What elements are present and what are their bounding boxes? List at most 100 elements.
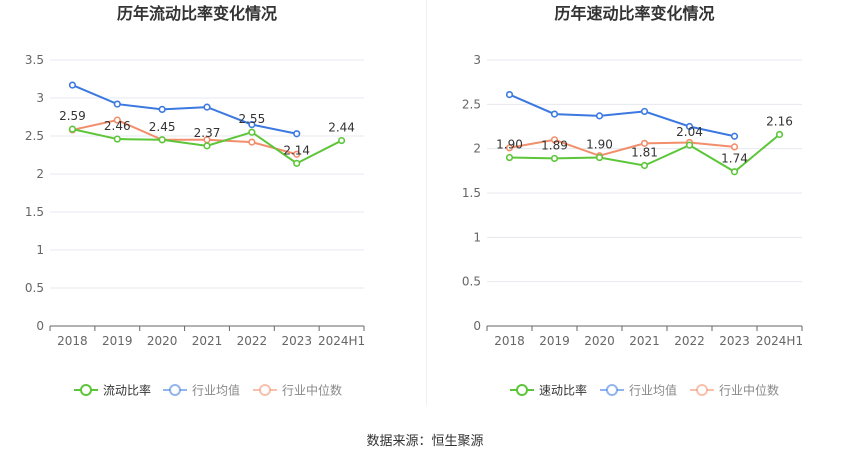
- data-label: 2.14: [283, 143, 310, 157]
- y-tick-label: 1.5: [25, 205, 44, 219]
- y-tick-label: 2: [473, 142, 481, 156]
- chart-divider: [426, 0, 427, 405]
- y-tick-label: 1: [473, 230, 481, 244]
- y-tick-label: 0.5: [25, 281, 44, 295]
- data-point: [775, 130, 784, 139]
- y-tick-label: 0.5: [462, 275, 481, 289]
- legend-label: 流动比率: [103, 383, 151, 398]
- x-tick-label: 2018: [57, 334, 88, 348]
- chart-title: 历年流动比率变化情况: [117, 4, 277, 23]
- quick-ratio-chart-svg: 历年速动比率变化情况 0 0.5 1 1.5 2 2.5 3 2018 2019 2020 2021 2…: [462, 4, 803, 398]
- quick-ratio-chart: 历年速动比率变化情况 0 0.5 1 1.5 2 2.5 3 2018 2019 2020 2021 2…: [427, 0, 850, 410]
- data-point: [293, 159, 301, 167]
- data-point: [640, 161, 649, 170]
- y-tick-label: 3: [36, 91, 44, 105]
- legend-label: 行业均值: [629, 383, 677, 398]
- data-point: [505, 90, 514, 99]
- data-label: 2.37: [194, 126, 221, 140]
- data-point: [730, 132, 739, 140]
- data-label: 2.46: [104, 119, 131, 133]
- data-label: 2.55: [238, 112, 265, 126]
- data-point: [505, 153, 514, 162]
- data-point: [730, 168, 739, 176]
- x-tick-label: 2022: [237, 334, 268, 348]
- data-point: [550, 136, 559, 144]
- x-tick-label: 2021: [192, 334, 223, 348]
- legend-marker-circle: [516, 384, 528, 396]
- data-point: [248, 120, 256, 129]
- data-label: 2.44: [328, 121, 355, 135]
- data-label: 2.45: [149, 120, 176, 134]
- y-tick-label: 3.5: [25, 53, 44, 67]
- legend-marker-circle: [80, 384, 92, 396]
- legend-marker-circle: [169, 384, 181, 396]
- data-point: [203, 103, 211, 111]
- current-ratio-chart: 历年流动比率变化情况 0 0.5 1 1.5 2 2.5 3 3.5 2018 2019 2020 20…: [0, 0, 425, 410]
- legend-marker-circle: [259, 384, 271, 396]
- legend-label: 行业中位数: [719, 383, 779, 398]
- chart-title: 历年速动比率变化情况: [554, 4, 714, 23]
- legend-marker-circle: [696, 384, 708, 396]
- data-label: 1.74: [721, 152, 748, 166]
- x-tick-label: 2020: [584, 334, 615, 348]
- x-tick-label: 2019: [102, 334, 133, 348]
- y-tick-label: 2: [36, 167, 44, 181]
- data-label: 2.16: [766, 114, 793, 128]
- data-point: [337, 136, 346, 145]
- data-label: 2.04: [676, 125, 703, 139]
- x-tick-label: 2022: [674, 334, 705, 348]
- y-tick-label: 0: [473, 319, 481, 333]
- legend-label: 行业均值: [192, 383, 240, 398]
- y-tick-label: 0: [36, 319, 44, 333]
- data-point: [68, 125, 77, 133]
- data-point: [113, 135, 121, 143]
- y-tick-label: 1.5: [462, 186, 481, 200]
- legend-marker-circle: [606, 384, 618, 396]
- data-label: 1.89: [541, 138, 568, 152]
- x-tick-label: 2021: [629, 334, 660, 348]
- y-tick-label: 2.5: [25, 129, 44, 143]
- legend-label: 速动比率: [539, 383, 587, 398]
- data-point: [505, 144, 514, 152]
- data-point: [113, 116, 121, 124]
- data-point: [68, 81, 77, 89]
- data-label: 1.81: [631, 146, 658, 160]
- x-tick-label: 2024H1: [756, 334, 803, 348]
- series-line-2: [72, 118, 297, 156]
- data-source-note: 数据来源：恒生聚源: [366, 434, 484, 449]
- x-tick-label: 2018: [494, 334, 525, 348]
- data-point: [595, 112, 604, 120]
- data-point: [248, 128, 256, 136]
- series-line-2: [509, 138, 735, 157]
- data-point: [685, 141, 694, 149]
- x-tick-label: 2024H1: [318, 334, 365, 348]
- current-ratio-chart-svg: 历年流动比率变化情况 0 0.5 1 1.5 2 2.5 3 3.5 2018 2019 2020 20…: [25, 4, 365, 398]
- data-point: [550, 154, 559, 163]
- data-point: [640, 107, 649, 116]
- data-label: 2.59: [59, 109, 86, 123]
- data-label: 1.90: [496, 138, 523, 152]
- y-tick-label: 1: [36, 243, 44, 257]
- y-tick-label: 2.5: [462, 97, 481, 111]
- data-point: [158, 105, 166, 113]
- data-point: [113, 100, 121, 108]
- x-tick-label: 2023: [281, 334, 312, 348]
- series-line-1: [72, 84, 297, 135]
- data-point: [248, 138, 256, 146]
- data-point: [203, 142, 211, 150]
- data-point: [158, 136, 166, 144]
- y-tick-label: 3: [473, 53, 481, 67]
- legend-label: 行业中位数: [282, 383, 342, 398]
- data-point: [550, 110, 559, 118]
- x-tick-label: 2020: [147, 334, 178, 348]
- data-point: [293, 150, 301, 158]
- data-point: [293, 130, 301, 138]
- data-point: [640, 139, 649, 147]
- data-point: [595, 153, 604, 162]
- data-point: [685, 122, 694, 131]
- x-tick-label: 2023: [719, 334, 750, 348]
- series-line-1: [509, 93, 735, 138]
- x-tick-label: 2019: [539, 334, 570, 348]
- data-label: 1.90: [586, 138, 613, 152]
- data-point: [730, 143, 739, 151]
